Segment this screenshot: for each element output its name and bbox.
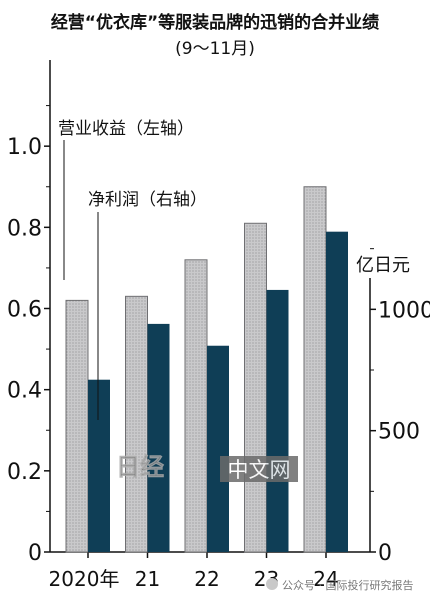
left-tick-label: 1.0 [7,135,42,160]
right-axis-unit-label: 亿日元 [356,255,410,276]
right-tick-label: 0 [378,541,392,566]
x-tick-label: 22 [194,567,219,591]
chart-subtitle: (9～11月) [175,39,255,59]
right-axis-ticks: 0 500 1000 [370,248,430,566]
bar-revenue [65,299,89,553]
bar-revenue [244,222,267,553]
footer-watermark: 公众号 · 国际投行研究报告 [282,578,414,592]
nikkei-text: 中文网 [228,458,291,482]
left-axis-ticks: 0 0.2 0.4 0.6 0.8 1.0 [7,105,50,566]
nikkei-text-box [220,456,298,482]
bar-profit [147,323,170,552]
bar-profit [88,379,110,552]
x-tick-label: 21 [135,567,160,591]
nikkei-logo: 日经 [116,453,164,481]
right-tick-label: 1000 [378,298,430,323]
right-tick-label: 500 [378,420,420,445]
left-tick-label: 0.6 [7,298,42,323]
left-tick-label: 0.4 [7,379,42,404]
bar-profit [326,231,348,552]
x-tick-label: 24 [313,567,338,591]
bars-group [65,186,348,553]
nikkei-watermark: 日经 中文网 [116,453,298,482]
wechat-icon [266,578,278,590]
left-tick-label: 0.2 [7,460,42,485]
bar-revenue [125,295,148,553]
x-tick-label: 2020年 [49,567,120,591]
bar-profit [207,345,229,552]
bar-profit [266,289,289,552]
left-tick-label: 0 [28,541,42,566]
left-tick-label: 0.8 [7,216,42,241]
legend-profit-label: 净利润（右轴） [88,190,207,210]
chart-title: 经营“优衣库”等服装品牌的迅销的合并业绩 [51,12,379,33]
legend-revenue-label: 营业收益（左轴） [58,119,194,139]
bar-revenue [184,259,208,553]
bar-revenue [303,186,327,553]
x-axis-ticks: 2020年 21 22 23 24 [49,552,339,591]
